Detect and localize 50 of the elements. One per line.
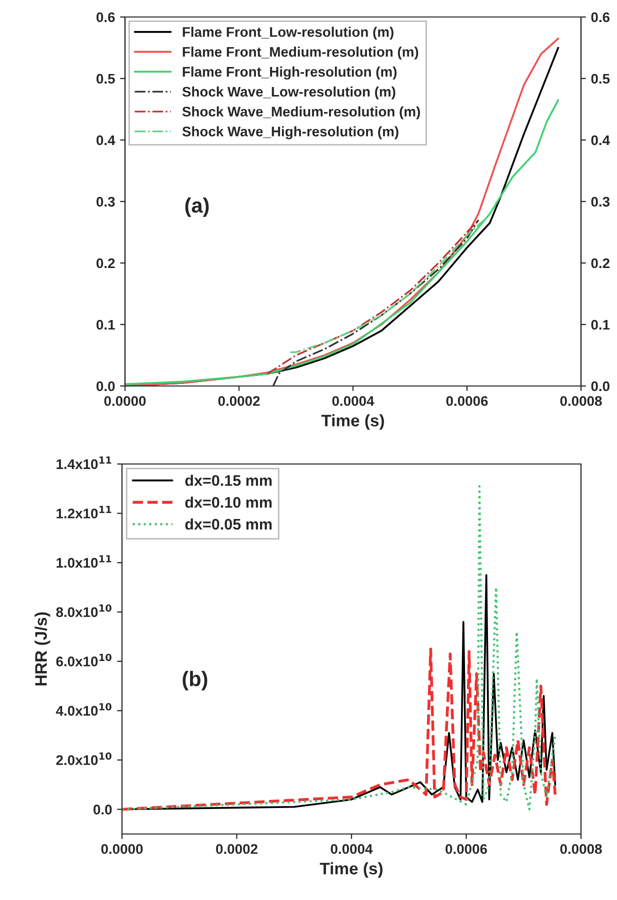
line-series bbox=[122, 648, 557, 811]
legend-label: dx=0.10 mm bbox=[185, 496, 272, 508]
line-series bbox=[122, 485, 556, 810]
y-tick-label: 1.4x10$^{11}$ bbox=[56, 456, 112, 470]
legend-label: Shock Wave_High-resolution (m) bbox=[182, 126, 398, 140]
x-tick-label: 0.0006 bbox=[446, 844, 487, 854]
legend-label: dx=0.05 mm bbox=[185, 518, 272, 530]
y-axis-title: HRR (J/s) bbox=[34, 612, 50, 686]
y-tick-label: 2.0x10$^{10}$ bbox=[56, 752, 112, 766]
y2-tick-label: 0.6 bbox=[591, 12, 610, 22]
x-tick-label: 0.0004 bbox=[332, 396, 374, 406]
y2-tick-label: 0.0 bbox=[591, 381, 610, 392]
line-series bbox=[289, 219, 485, 354]
legend-label: Shock Wave_Medium-resolution (m) bbox=[182, 106, 420, 120]
x-tick-label: 0.0006 bbox=[446, 396, 488, 406]
y-tick-label: 4.0x10$^{10}$ bbox=[56, 703, 112, 716]
y-tick-label: 1.2x10$^{11}$ bbox=[56, 506, 112, 518]
y-tick-label: 0.3 bbox=[96, 196, 115, 207]
legend-label: Flame Front_High-resolution (m) bbox=[182, 66, 397, 80]
y2-tick-label: 0.4 bbox=[591, 135, 610, 146]
y-tick-label: 0.1 bbox=[96, 320, 115, 330]
y-tick-label: 0.5 bbox=[96, 74, 115, 84]
line-series bbox=[125, 99, 560, 386]
annotation: (b) bbox=[182, 670, 208, 690]
y-tick-label: 6.0x10$^{10}$ bbox=[56, 654, 112, 666]
y2-tick-label: 0.3 bbox=[591, 196, 610, 207]
legend-label: Flame Front_Low-resolution (m) bbox=[182, 26, 394, 40]
annotation: (a) bbox=[185, 197, 209, 217]
y2-tick-label: 0.2 bbox=[591, 258, 610, 268]
legend-label: dx=0.15 mm bbox=[185, 474, 272, 486]
x-tick-label: 0.0000 bbox=[104, 396, 146, 406]
x-axis-title: Time (s) bbox=[320, 862, 382, 878]
legend-label: Shock Wave_Low-resolution (m) bbox=[182, 86, 396, 100]
y2-tick-label: 0.1 bbox=[591, 320, 610, 330]
y2-tick-label: 0.5 bbox=[591, 74, 610, 84]
x-tick-label: 0.0002 bbox=[218, 396, 260, 406]
x-tick-label: 0.0002 bbox=[216, 844, 258, 854]
y-tick-label: 1.0x10$^{11}$ bbox=[56, 555, 112, 568]
y-tick-label: 0.2 bbox=[96, 258, 115, 268]
x-tick-label: 0.0000 bbox=[101, 844, 143, 854]
y-tick-label: 0.4 bbox=[96, 135, 116, 146]
x-tick-label: 0.0008 bbox=[560, 844, 602, 854]
x-axis-title: Time (s) bbox=[321, 414, 384, 430]
y-tick-label: 0.0 bbox=[94, 804, 112, 815]
y-tick-label: 8.0x10$^{10}$ bbox=[56, 604, 112, 618]
x-tick-label: 0.0008 bbox=[560, 396, 602, 406]
y-tick-label: 0.0 bbox=[96, 381, 115, 392]
y-tick-label: 0.6 bbox=[96, 12, 115, 22]
legend-label: Flame Front_Medium-resolution (m) bbox=[182, 46, 418, 60]
x-tick-label: 0.0004 bbox=[330, 844, 373, 854]
